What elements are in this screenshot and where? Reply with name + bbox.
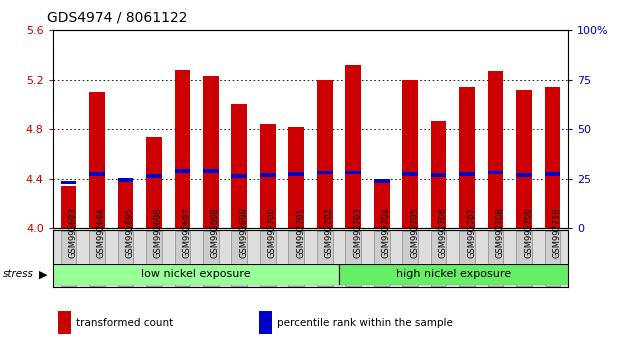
Bar — [339, 264, 568, 285]
Text: GSM992703: GSM992703 — [353, 207, 362, 258]
Text: GSM992697: GSM992697 — [183, 207, 191, 258]
Bar — [516, 173, 532, 177]
FancyBboxPatch shape — [232, 231, 247, 286]
FancyBboxPatch shape — [345, 231, 361, 286]
FancyBboxPatch shape — [146, 231, 161, 286]
Bar — [402, 80, 418, 228]
Bar — [431, 120, 446, 228]
Bar — [260, 124, 276, 228]
Bar — [487, 171, 504, 175]
Text: ▶: ▶ — [39, 269, 48, 279]
Bar — [53, 264, 339, 285]
Text: GDS4974 / 8061122: GDS4974 / 8061122 — [47, 11, 187, 25]
Bar — [374, 179, 389, 183]
Bar — [232, 104, 247, 228]
Bar — [317, 171, 333, 175]
Text: GSM992693: GSM992693 — [68, 207, 78, 258]
Bar — [402, 172, 418, 176]
FancyBboxPatch shape — [516, 231, 532, 286]
FancyBboxPatch shape — [175, 231, 190, 286]
Text: low nickel exposure: low nickel exposure — [141, 269, 251, 279]
Text: GSM992704: GSM992704 — [382, 207, 391, 258]
FancyBboxPatch shape — [288, 231, 304, 286]
FancyBboxPatch shape — [431, 231, 446, 286]
FancyBboxPatch shape — [460, 231, 475, 286]
Text: GSM992699: GSM992699 — [239, 207, 248, 258]
Text: GSM992705: GSM992705 — [410, 207, 419, 258]
FancyBboxPatch shape — [260, 231, 276, 286]
Bar — [431, 173, 446, 177]
Bar — [460, 172, 475, 176]
FancyBboxPatch shape — [545, 231, 560, 286]
Text: GSM992706: GSM992706 — [438, 207, 448, 258]
Text: GSM992710: GSM992710 — [553, 207, 561, 258]
Bar — [175, 70, 190, 228]
Bar — [487, 71, 504, 228]
Bar — [345, 171, 361, 175]
Text: GSM992694: GSM992694 — [97, 207, 106, 258]
Bar — [288, 172, 304, 176]
FancyBboxPatch shape — [402, 231, 418, 286]
Text: GSM992707: GSM992707 — [467, 207, 476, 258]
Bar — [460, 87, 475, 228]
Bar — [175, 170, 190, 173]
Bar — [516, 90, 532, 228]
Bar — [117, 177, 134, 228]
Bar — [259, 311, 272, 334]
FancyBboxPatch shape — [89, 231, 105, 286]
Bar — [146, 137, 161, 228]
Bar — [288, 127, 304, 228]
Bar — [345, 65, 361, 228]
Text: stress: stress — [3, 269, 34, 279]
FancyBboxPatch shape — [487, 231, 504, 286]
Bar — [89, 172, 105, 176]
Bar — [545, 172, 560, 176]
Bar — [545, 87, 560, 228]
Bar — [89, 92, 105, 228]
Bar — [203, 170, 219, 173]
Text: transformed count: transformed count — [76, 318, 173, 328]
Text: GSM992702: GSM992702 — [325, 207, 333, 258]
Bar — [58, 311, 71, 334]
Bar — [146, 175, 161, 178]
Bar — [317, 80, 333, 228]
FancyBboxPatch shape — [374, 231, 389, 286]
Bar — [232, 175, 247, 178]
Bar — [374, 179, 389, 228]
Text: GSM992695: GSM992695 — [125, 207, 134, 258]
Text: GSM992700: GSM992700 — [268, 207, 277, 258]
Text: GSM992696: GSM992696 — [154, 207, 163, 258]
Text: percentile rank within the sample: percentile rank within the sample — [277, 318, 453, 328]
Text: GSM992701: GSM992701 — [296, 207, 306, 258]
Text: high nickel exposure: high nickel exposure — [396, 269, 511, 279]
FancyBboxPatch shape — [203, 231, 219, 286]
Text: GSM992708: GSM992708 — [496, 207, 505, 258]
FancyBboxPatch shape — [61, 231, 76, 286]
Bar — [260, 173, 276, 177]
Bar — [117, 178, 134, 182]
Bar — [61, 181, 76, 184]
Text: GSM992698: GSM992698 — [211, 207, 220, 258]
FancyBboxPatch shape — [117, 231, 134, 286]
FancyBboxPatch shape — [317, 231, 333, 286]
Text: GSM992709: GSM992709 — [524, 207, 533, 258]
Bar — [203, 76, 219, 228]
Bar — [61, 186, 76, 228]
